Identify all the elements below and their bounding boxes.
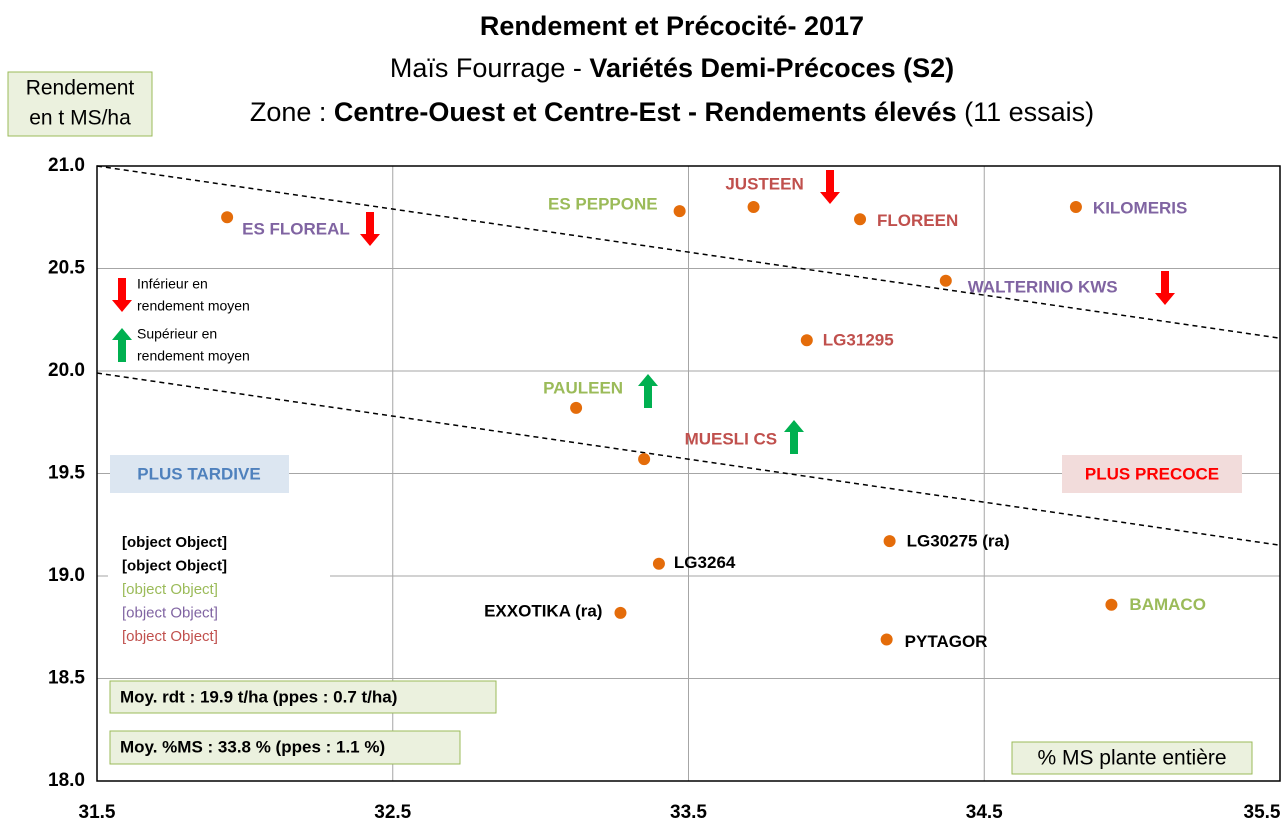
stat: Moy. %MS : 33.8 % (ppes : 1.1 %) [120, 737, 385, 756]
legend-bg [108, 526, 330, 650]
point-label: EXXOTIKA (ra) [484, 601, 602, 620]
point [1105, 598, 1118, 611]
plot-frame [96, 165, 1281, 782]
point-label: LG30275 (ra) [907, 532, 1010, 551]
point-label: MUESLI CS [685, 430, 778, 449]
subtitle-part: Zone : [250, 97, 334, 127]
point-label: LG3264 [674, 553, 736, 572]
y-tick-label: 18.0 [48, 770, 85, 791]
color-legend-text: [object Object] [122, 581, 218, 598]
point-label: KILOMERIS [1093, 198, 1187, 217]
point [638, 453, 651, 466]
x-tick-label: 33.5 [670, 802, 707, 823]
point [221, 211, 234, 224]
color-legend-text: [object Object] [122, 604, 218, 621]
subtitle-part: Variétés Demi-Précoces (S2) [589, 53, 954, 83]
arrow-legend-text: Supérieur en [137, 326, 217, 342]
point [570, 401, 583, 414]
legend-bg [108, 270, 330, 370]
arrow-up [784, 420, 804, 454]
right-zone: PLUS PRECOCE [1085, 464, 1219, 483]
point [652, 557, 665, 570]
x-tick-label: 32.5 [374, 802, 411, 823]
point-label: ES FLOREAL [242, 220, 350, 239]
point [880, 633, 893, 646]
y-tick-label: 19.5 [48, 463, 85, 484]
color-legend-text: [object Object] [122, 628, 218, 645]
arrow-down [112, 278, 132, 312]
arrow-legend-text: rendement moyen [137, 348, 250, 364]
x-tick-label: 35.5 [1244, 802, 1281, 823]
stat-box [109, 730, 461, 765]
point [883, 535, 896, 548]
arrow-up [112, 328, 132, 362]
zone-box [110, 455, 289, 493]
left-zone: PLUS TARDIVE [137, 464, 260, 483]
y-tick-label: 19.0 [48, 565, 85, 586]
point [800, 334, 813, 347]
y-label-box [7, 71, 153, 137]
y-tick-label: 20.5 [48, 258, 85, 279]
color-legend-text: [object Object] [122, 557, 227, 574]
color-legend-text: [object Object] [122, 534, 227, 551]
point-label: WALTERINIO KWS [968, 277, 1118, 296]
arrow-legend-text: rendement moyen [137, 298, 250, 314]
trend-line [96, 165, 1281, 339]
point [614, 606, 627, 619]
y-label: Rendement [26, 77, 135, 100]
point-label: ES PEPPONE [548, 195, 658, 214]
y-tick-label: 20.0 [48, 360, 85, 381]
point [1069, 201, 1082, 213]
point-label: PYTAGOR [905, 632, 988, 651]
trend-line [96, 372, 1281, 546]
arrow-down [820, 170, 840, 204]
x-tick-label: 31.5 [79, 802, 116, 823]
arrow-up [638, 374, 658, 408]
point [747, 201, 760, 213]
subtitle2: Zone : Centre-Ouest et Centre-Est - Rend… [250, 97, 1094, 127]
point [854, 213, 867, 226]
stat: Moy. rdt : 19.9 t/ha (ppes : 0.7 t/ha) [120, 687, 397, 706]
point [673, 205, 686, 218]
zone-box [1062, 455, 1242, 493]
arrow-down [360, 212, 380, 246]
y-tick-label: 21.0 [48, 155, 85, 176]
y-label: en t MS/ha [29, 107, 131, 130]
point-label: JUSTEEN [725, 174, 803, 193]
arrow-legend-text: Inférieur en [137, 276, 208, 292]
subtitle-part: Centre-Ouest et Centre-Est - Rendements … [334, 97, 957, 127]
point-label: BAMACO [1129, 595, 1206, 614]
point-label: PAULEEN [543, 378, 623, 397]
point-label: LG31295 [823, 331, 894, 350]
x-label-box [1011, 741, 1253, 775]
stat-box [109, 680, 497, 714]
y-tick-label: 18.5 [48, 668, 85, 689]
subtitle: Maïs Fourrage - Variétés Demi-Précoces (… [390, 53, 954, 83]
x-label: % MS plante entière [1037, 747, 1226, 770]
subtitle-part: Maïs Fourrage - [390, 53, 590, 83]
arrow-down [1155, 271, 1175, 305]
point [939, 274, 952, 287]
subtitle-part: (11 essais) [957, 97, 1095, 127]
x-tick-label: 34.5 [966, 802, 1003, 823]
chart-title: Rendement et Précocité- 2017 [480, 11, 864, 41]
point-label: FLOREEN [877, 211, 958, 230]
